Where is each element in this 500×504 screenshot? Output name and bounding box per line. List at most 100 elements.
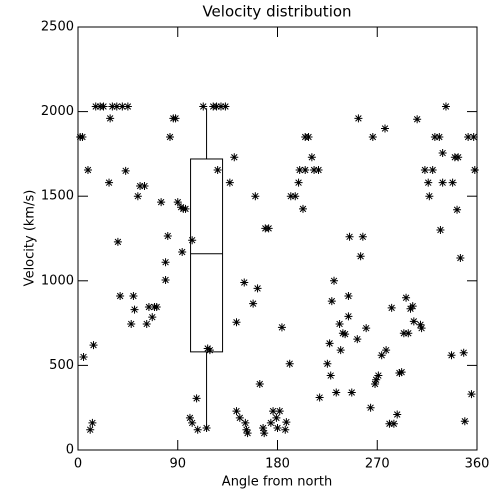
point	[230, 153, 239, 162]
point	[470, 165, 479, 174]
point	[298, 204, 307, 213]
point	[435, 132, 444, 141]
y-tick-label: 2000	[41, 104, 74, 119]
point	[127, 319, 136, 328]
point	[240, 278, 249, 287]
point	[441, 102, 450, 111]
point	[372, 375, 381, 384]
point	[456, 253, 465, 262]
x-axis-label: Angle from north	[222, 475, 332, 490]
point	[243, 429, 252, 438]
point	[301, 165, 310, 174]
point	[269, 407, 278, 416]
y-tick-label: 500	[49, 358, 74, 373]
point	[460, 417, 469, 426]
point	[165, 132, 174, 141]
point	[249, 299, 258, 308]
point	[212, 102, 221, 111]
point	[272, 413, 281, 422]
point	[130, 305, 139, 314]
point	[142, 319, 151, 328]
point	[99, 102, 108, 111]
point	[232, 407, 241, 416]
y-tick-label: 2500	[41, 20, 74, 35]
point	[144, 303, 153, 312]
point	[106, 114, 115, 123]
point	[148, 313, 157, 322]
point	[213, 165, 222, 174]
point	[377, 351, 386, 360]
point	[366, 403, 375, 412]
point	[389, 419, 398, 428]
chart-title: Velocity distribution	[202, 3, 351, 21]
point	[282, 418, 291, 427]
point	[413, 115, 422, 124]
point	[89, 341, 98, 350]
point	[163, 231, 172, 240]
point	[285, 359, 294, 368]
point	[404, 329, 413, 338]
point	[436, 226, 445, 235]
point	[188, 418, 197, 427]
point	[448, 178, 457, 187]
point	[232, 318, 241, 327]
point	[453, 205, 462, 214]
point	[105, 178, 114, 187]
point	[277, 323, 286, 332]
point	[251, 192, 260, 201]
point	[171, 114, 180, 123]
point	[221, 102, 230, 111]
y-tick-label: 0	[66, 443, 74, 458]
point	[199, 102, 208, 111]
point	[315, 393, 324, 402]
point	[344, 312, 353, 321]
x-tick-label: 90	[169, 457, 186, 472]
point	[294, 178, 303, 187]
point	[173, 198, 182, 207]
point	[152, 303, 161, 312]
point	[88, 418, 97, 427]
point	[116, 292, 125, 301]
point	[374, 371, 383, 380]
point	[121, 166, 130, 175]
point	[408, 302, 417, 311]
point	[323, 359, 332, 368]
point	[402, 293, 411, 302]
point	[161, 258, 170, 267]
point	[393, 410, 402, 419]
point	[266, 418, 275, 427]
point	[459, 348, 468, 357]
point	[399, 329, 408, 338]
point	[395, 369, 404, 378]
point	[193, 425, 202, 434]
point	[216, 102, 225, 111]
point	[424, 178, 433, 187]
point	[242, 425, 251, 434]
point	[113, 237, 122, 246]
point	[325, 339, 334, 348]
point	[133, 192, 142, 201]
point	[123, 102, 132, 111]
point	[467, 390, 476, 399]
point	[341, 330, 350, 339]
point	[281, 425, 290, 434]
point	[425, 192, 434, 201]
point	[253, 284, 262, 293]
point	[91, 102, 100, 111]
point	[338, 329, 347, 338]
point	[310, 165, 319, 174]
y-tick-label: 1500	[41, 189, 74, 204]
point	[291, 192, 300, 201]
point	[259, 424, 268, 433]
point	[464, 132, 473, 141]
point	[188, 236, 197, 245]
point	[397, 368, 406, 377]
point	[295, 165, 304, 174]
point	[381, 124, 390, 133]
point	[335, 319, 344, 328]
point	[447, 351, 456, 360]
box	[190, 158, 224, 353]
point	[140, 182, 149, 191]
